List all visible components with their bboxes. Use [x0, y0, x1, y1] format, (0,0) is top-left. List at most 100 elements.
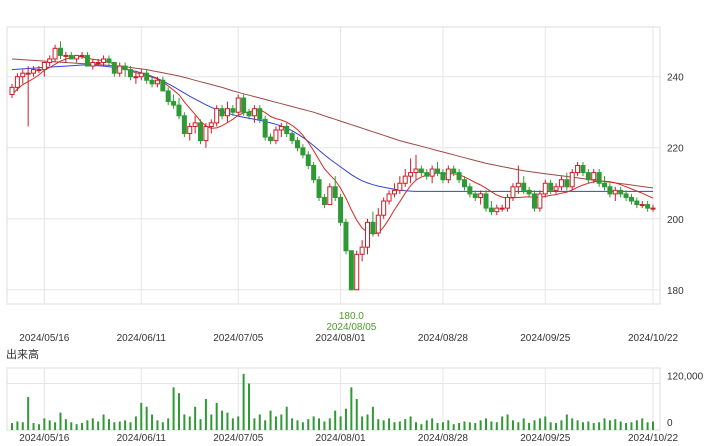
candle-body — [370, 221, 376, 234]
volume-bar — [124, 420, 127, 430]
candle — [321, 193, 327, 209]
candle-body — [526, 189, 532, 195]
volume-bar — [280, 414, 283, 430]
candle — [181, 112, 187, 138]
candle — [397, 176, 403, 194]
candle-body — [14, 76, 20, 88]
candle-body — [478, 193, 484, 198]
candle-body — [402, 175, 408, 184]
candle — [628, 193, 634, 205]
candle-body — [214, 108, 220, 124]
volume-bar — [619, 421, 622, 430]
candle-body — [607, 186, 613, 195]
candle-body — [580, 165, 586, 174]
candle — [542, 179, 548, 198]
candle — [548, 179, 554, 194]
candle-body — [79, 54, 85, 57]
volume-bar — [409, 416, 412, 430]
candle — [531, 190, 537, 212]
candle — [623, 190, 629, 202]
volume-bar — [183, 414, 186, 430]
candle-body — [397, 182, 403, 191]
low-price-annotation: 180.0 2024/08/05 — [326, 311, 376, 333]
candle — [138, 69, 144, 81]
candle-body — [569, 172, 575, 188]
candle-body — [111, 62, 117, 74]
candle — [354, 250, 360, 291]
candle-body — [187, 125, 193, 135]
volume-bar — [635, 420, 638, 430]
candle — [483, 190, 489, 212]
candle-body — [386, 193, 392, 202]
candle-body — [300, 147, 306, 156]
low-price-date: 2024/08/05 — [326, 322, 376, 333]
candle-body — [408, 172, 414, 177]
candle — [144, 69, 150, 84]
candle-body — [359, 246, 365, 255]
volume-bar — [404, 419, 407, 430]
volume-bar — [517, 422, 520, 430]
candle — [553, 183, 559, 194]
candle — [365, 218, 371, 255]
volume-bar — [21, 422, 24, 430]
candle — [294, 137, 300, 152]
candle-body — [639, 204, 645, 207]
volume-bar — [64, 419, 67, 430]
candle — [510, 183, 516, 202]
price-tick-label: 180 — [667, 286, 684, 297]
candle-body — [289, 133, 295, 142]
candle-body — [52, 47, 58, 60]
volume-date-tick-label: 2024/09/25 — [520, 433, 570, 444]
candle-body — [311, 165, 317, 181]
price-tick-label: 200 — [667, 215, 684, 226]
candle — [90, 58, 96, 70]
candle-body — [63, 54, 69, 57]
candle-body — [553, 186, 559, 191]
candle-body — [192, 122, 198, 127]
candle-body — [257, 108, 263, 120]
candle-body — [531, 193, 537, 209]
volume-bar — [630, 422, 633, 430]
candle — [558, 176, 564, 191]
candle-body — [332, 186, 338, 198]
candle-body — [343, 221, 349, 252]
candle — [214, 105, 220, 127]
volume-bar — [37, 424, 40, 430]
candle — [445, 165, 451, 184]
volume-axis-labels: 0 120,000 — [667, 372, 704, 430]
candle-body — [348, 250, 354, 291]
candle — [284, 122, 290, 138]
volume-bar — [641, 418, 644, 430]
candle — [95, 58, 101, 67]
candle-body — [284, 125, 290, 135]
volume-bar — [129, 422, 132, 430]
candle-body — [224, 108, 230, 117]
candle — [149, 76, 155, 88]
volume-bar — [366, 414, 369, 430]
candle — [268, 133, 274, 145]
volume-bar — [344, 408, 347, 430]
candle — [187, 122, 193, 141]
candle-body — [521, 182, 527, 191]
candle — [128, 66, 134, 81]
volume-bar — [598, 422, 601, 430]
candle-body — [510, 186, 516, 198]
candle — [262, 115, 268, 141]
candle — [338, 193, 344, 226]
candle-body — [154, 79, 160, 85]
moving-average-lines — [11, 56, 654, 235]
volume-bar — [113, 422, 116, 430]
candle — [219, 105, 225, 120]
volume-bar — [151, 414, 154, 430]
candle-body — [176, 104, 182, 117]
volume-bar — [172, 387, 175, 430]
price-tick-label: 240 — [667, 73, 684, 84]
candle-body — [602, 182, 608, 188]
candle-body — [628, 196, 634, 202]
volume-bar — [393, 422, 396, 430]
candle-body — [31, 69, 37, 74]
candle-body — [591, 172, 597, 181]
date-tick-label: 2024/08/28 — [418, 333, 468, 344]
volume-date-axis-labels: 2024/05/16 2024/06/11 2024/07/05 2024/08/01… — [19, 433, 678, 444]
volume-bar — [323, 421, 326, 430]
